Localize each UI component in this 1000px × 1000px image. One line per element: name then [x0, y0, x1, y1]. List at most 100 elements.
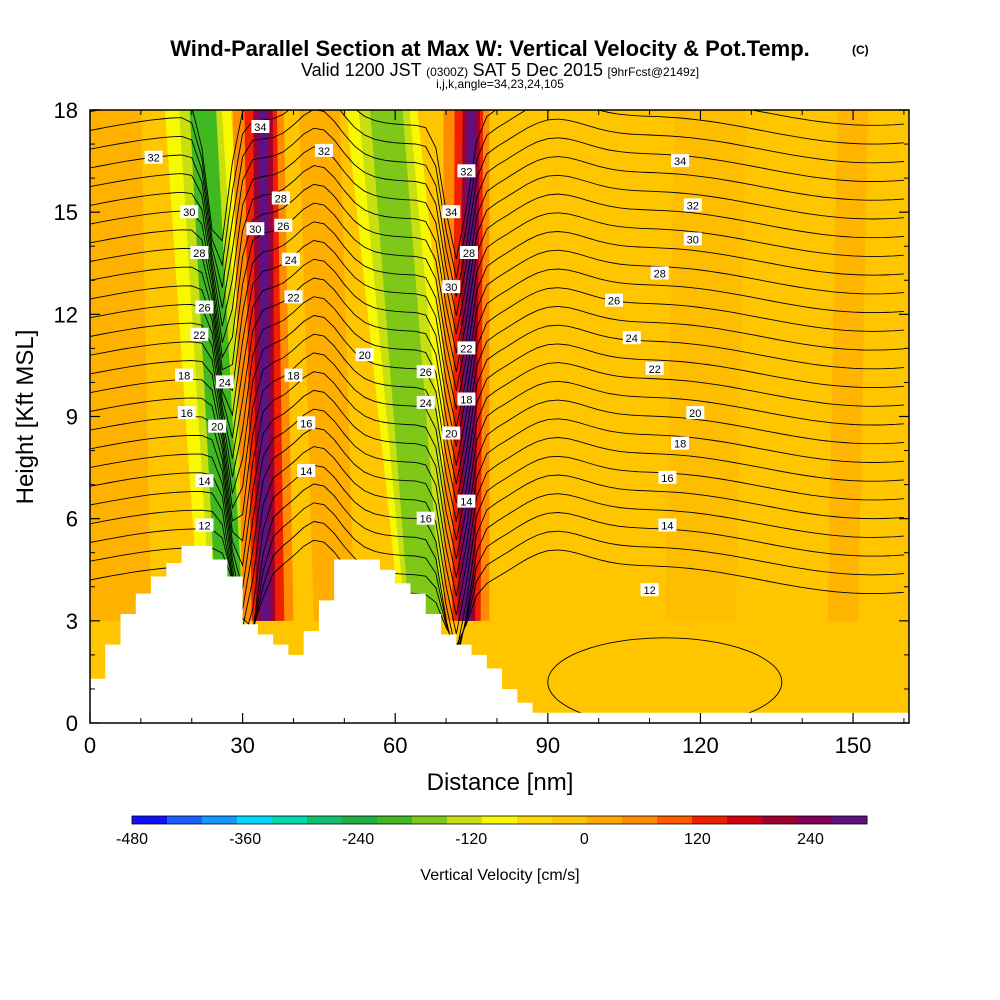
colorbar-tick-label: 0	[580, 831, 589, 848]
theta-line	[90, 110, 904, 297]
contour-label-box	[297, 464, 316, 477]
y-axis-label: Height [Kft MSL]	[12, 330, 39, 505]
contour-label: 14	[195, 474, 214, 488]
contour-label-box	[144, 150, 163, 164]
subtitle-valid: Valid 1200 JST	[301, 60, 422, 80]
contour-label-box	[190, 246, 209, 259]
contour-label-box	[457, 164, 476, 178]
contour-label: 18	[284, 368, 303, 383]
contour-label: 28	[271, 191, 290, 206]
contour-label-box	[442, 426, 461, 440]
theta-line	[90, 202, 904, 391]
contour-label: 26	[416, 365, 435, 379]
x-tick-label: 30	[230, 733, 254, 758]
contour-label: 22	[190, 327, 209, 342]
contour-label: 16	[658, 470, 677, 485]
contour-label-text: 32	[318, 146, 330, 158]
contour-label: 34	[671, 154, 690, 168]
contour-label-box	[605, 293, 623, 307]
colorbar: -480 -360 -240 -120 0 120 240	[116, 815, 868, 848]
contour-label-text: 22	[287, 292, 299, 304]
field-patch-mid	[299, 110, 355, 621]
contour-label-box	[271, 191, 290, 205]
contour-label-box	[645, 361, 664, 375]
contour-label-text: 22	[649, 364, 661, 376]
contour-label-box	[460, 246, 478, 259]
contour-label: 14	[658, 518, 677, 533]
colorbar-swatch	[342, 816, 378, 824]
contour-label-text: 12	[643, 585, 655, 597]
theta-line	[90, 427, 904, 616]
contour-label-box	[195, 474, 214, 488]
contour-label-text: 14	[460, 497, 472, 509]
contour-label-box	[457, 494, 476, 508]
contour-label-text: 12	[198, 521, 210, 533]
theta-line	[90, 446, 904, 634]
contour-label-text: 20	[211, 422, 223, 434]
contour-label-text: 18	[674, 439, 686, 451]
contour-label-box	[416, 365, 435, 379]
colorbar-frame	[131, 815, 868, 825]
theta-contours	[90, 110, 904, 723]
colorbar-swatch	[307, 816, 343, 824]
x-tick-label: 120	[682, 733, 719, 758]
y-tick-label: 9	[66, 405, 78, 430]
contour-label: 18	[671, 436, 690, 451]
contour-label-text: 24	[626, 333, 638, 345]
contour-label: 30	[180, 205, 199, 219]
colorbar-tick-label: -480	[116, 831, 148, 848]
y-tick-label: 18	[54, 98, 78, 123]
contour-label: 14	[457, 494, 476, 509]
contour-label-text: 28	[275, 194, 287, 206]
x-tick-label: 0	[84, 733, 96, 758]
contour-label: 34	[251, 120, 270, 134]
colorbar-swatch	[552, 816, 588, 824]
contour-label-box	[671, 154, 690, 168]
contour-label-box	[355, 348, 374, 362]
colorbar-swatch	[832, 816, 868, 824]
contour-label-box	[195, 300, 214, 314]
colorbar-swatch	[762, 816, 798, 824]
contour-label-text: 14	[300, 466, 312, 478]
contour-label-text: 22	[193, 330, 205, 342]
contour-label-box	[416, 511, 435, 525]
contour-label-text: 32	[687, 200, 699, 212]
theta-line	[90, 464, 904, 653]
contour-label-box	[246, 222, 265, 236]
colorbar-swatch	[272, 816, 308, 824]
contour-label-text: 28	[193, 248, 205, 260]
theta-line	[90, 371, 904, 559]
colorbar-tick-label: -120	[455, 831, 487, 848]
contour-label: 22	[645, 361, 664, 376]
subtitle-utc: (0300Z)	[426, 65, 468, 79]
contour-label-text: 34	[445, 207, 457, 219]
contour-label: 32	[683, 198, 702, 212]
subtitle-fcst: [9hrFcst@2149z]	[608, 65, 700, 79]
contour-label-box	[274, 218, 293, 232]
contour-label-text: 22	[460, 343, 472, 355]
contour-label-text: 34	[674, 156, 686, 168]
contour-label-text: 26	[198, 303, 210, 315]
contour-label-box	[686, 406, 705, 420]
contour-label-box	[251, 120, 270, 133]
theta-line	[90, 110, 904, 260]
contour-label-text: 20	[359, 350, 371, 362]
subtitle-date: SAT 5 Dec 2015	[473, 60, 603, 80]
contour-label-box	[175, 368, 194, 382]
contour-label-box	[284, 290, 303, 304]
contour-label-box	[297, 416, 316, 430]
contour-label-text: 14	[661, 521, 673, 533]
contour-label-box	[190, 327, 209, 341]
contour-label-text: 18	[287, 371, 299, 383]
contour-label: 24	[416, 395, 435, 410]
plot-area: 12 14 16 18 20 22 24 26 28 30 32 34 30 28 26 24 22 18 16 14…	[90, 110, 909, 723]
theta-line	[90, 483, 904, 665]
contour-label-box	[284, 368, 303, 382]
colorbar-swatch	[727, 816, 763, 824]
theta-line	[90, 258, 904, 447]
contour-label-text: 16	[661, 473, 673, 485]
colorbar-swatch	[202, 816, 238, 824]
colorbar-swatch	[587, 816, 623, 824]
x-axis-label: Distance [nm]	[427, 769, 574, 796]
contour-label-text: 18	[460, 395, 472, 407]
